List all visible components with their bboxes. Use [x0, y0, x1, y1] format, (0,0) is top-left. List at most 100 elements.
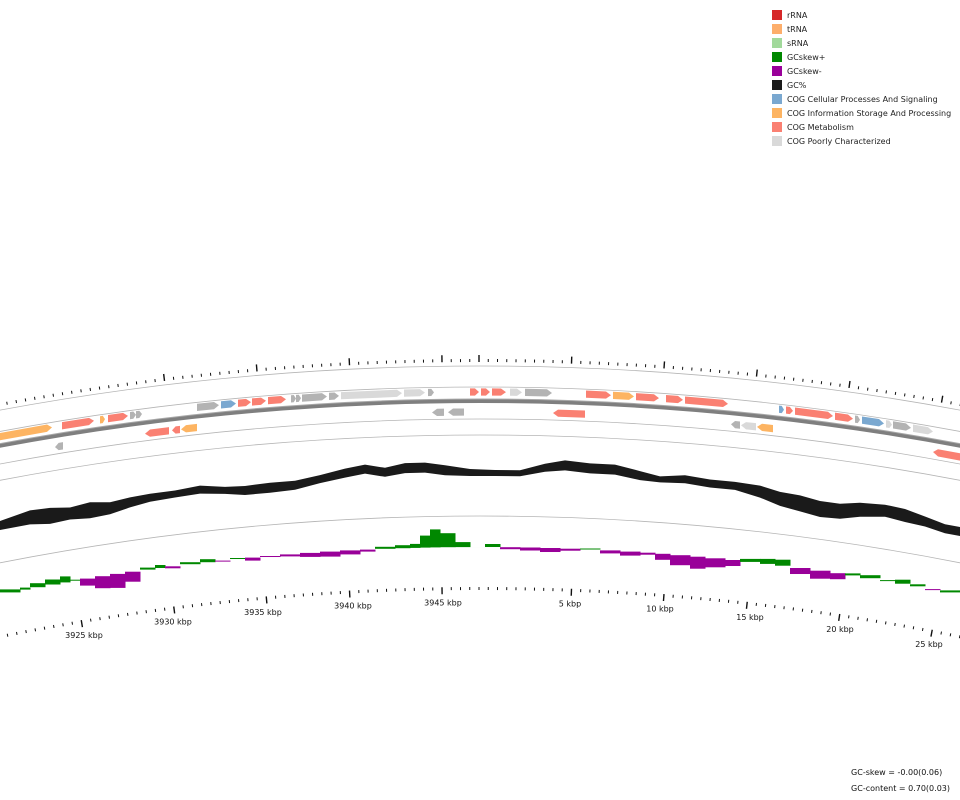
gc-skew-segment: [440, 533, 456, 548]
gc-skew-segment: [245, 557, 261, 561]
scale-label: 20 kbp: [826, 625, 854, 634]
gene-arrow: [586, 390, 611, 399]
minor-tick: [6, 401, 8, 405]
minor-tick: [950, 401, 952, 405]
legend-item-rrna: rRNA: [772, 8, 958, 22]
major-tick: [80, 620, 84, 628]
gene-arrow: [786, 406, 793, 415]
minor-tick: [949, 633, 952, 637]
legend-swatch: [772, 66, 782, 76]
legend-swatch: [772, 24, 782, 34]
minor-tick: [34, 628, 37, 632]
gene-arrow: [302, 393, 327, 402]
statistics: GC-skew = -0.00(0.06) GC-content = 0.70(…: [851, 765, 950, 797]
gc-skew-segment: [45, 579, 61, 585]
gene-arrow: [252, 397, 266, 406]
gc-skew-segment: [395, 545, 411, 549]
gene-arrow: [136, 410, 142, 419]
major-tick: [940, 395, 944, 403]
legend-item-srna: sRNA: [772, 36, 958, 50]
gene-arrow: [62, 417, 94, 430]
track-ring: [0, 515, 960, 564]
gc-skew-segment: [230, 558, 246, 560]
gc-skew-segment: [0, 589, 21, 593]
gc-skew-segment: [280, 554, 301, 557]
legend-swatch: [772, 52, 782, 62]
scale-label: 5 kbp: [559, 600, 581, 609]
gene-arrow: [221, 400, 236, 409]
legend-label: GC%: [787, 80, 807, 90]
major-tick: [745, 601, 748, 609]
gc-skew-segment: [580, 548, 601, 550]
legend-swatch: [772, 80, 782, 90]
gc-skew-segment: [455, 542, 471, 548]
legend-item-cog-cellular: COG Cellular Processes And Signaling: [772, 92, 958, 106]
legend-label: sRNA: [787, 38, 809, 48]
major-tick: [173, 606, 176, 614]
gene-arrow: [855, 415, 860, 424]
scale-label: 10 kbp: [646, 605, 674, 614]
gene-arrow: [779, 405, 784, 414]
gc-skew-segment: [375, 546, 396, 549]
gc-skew-segment: [70, 579, 81, 581]
major-tick: [930, 629, 933, 637]
gene-arrow: [731, 420, 740, 429]
gc-skew-segment: [895, 579, 911, 584]
gc-skew-segment: [360, 549, 376, 552]
gc-skew-segment: [860, 575, 881, 579]
track-ring: [0, 434, 960, 481]
gene-arrow: [404, 389, 425, 397]
gc-skew-segment: [260, 556, 281, 558]
gene-arrow: [741, 422, 756, 431]
gene-arrow: [913, 424, 933, 435]
gc-skew-segment: [845, 573, 861, 576]
legend: rRNA tRNA sRNA GCskew+ GCskew- GC% COG C…: [772, 8, 958, 148]
gc-content-stat: GC-content = 0.70(0.03): [851, 784, 950, 793]
legend-swatch: [772, 136, 782, 146]
gene-arrow: [492, 388, 506, 396]
legend-item-gc-percent: GC%: [772, 78, 958, 92]
gene-arrow: [329, 392, 339, 400]
gene-arrow: [172, 425, 180, 434]
legend-label: tRNA: [787, 24, 808, 34]
backbone-highlight: [0, 398, 960, 445]
legend-item-gcskew-minus: GCskew-: [772, 64, 958, 78]
genome-backbone: [0, 398, 960, 448]
gc-skew-segment: [925, 589, 941, 591]
gc-skew-segment: [30, 583, 46, 588]
minor-tick: [53, 624, 55, 629]
gene-arrow: [757, 423, 773, 433]
gene-arrow: [893, 421, 911, 431]
minor-tick: [43, 626, 46, 630]
gc-skew-segment: [320, 551, 341, 557]
minor-tick: [24, 398, 27, 402]
scale-label: 3935 kbp: [244, 608, 282, 617]
gc-skew-segment: [215, 560, 231, 562]
scale-labels: 3925 kbp 3930 kbp 3935 kbp 3940 kbp 3945 kbp…: [65, 598, 943, 649]
legend-item-cog-information: COG Information Storage And Processing: [772, 106, 958, 120]
gc-skew-segment: [485, 544, 501, 548]
gc-skew-segment: [430, 529, 441, 548]
track-ring: [0, 418, 960, 465]
gc-skew-segment: [60, 576, 71, 583]
gene-arrow: [341, 389, 402, 400]
legend-item-cog-metabolism: COG Metabolism: [772, 120, 958, 134]
legend-item-trna: tRNA: [772, 22, 958, 36]
gc-skew-segment: [725, 560, 741, 567]
minor-tick: [894, 622, 896, 627]
gc-skew-segment: [670, 555, 691, 566]
gene-arrow: [197, 401, 219, 412]
minor-tick: [15, 399, 17, 404]
gc-skew-segment: [540, 548, 561, 553]
minor-tick: [71, 621, 74, 625]
gc-skew-segment: [775, 559, 791, 566]
legend-swatch: [772, 38, 782, 48]
gc-content-track: [0, 460, 960, 537]
gc-skew-segment: [500, 547, 521, 550]
minor-tick: [34, 396, 36, 400]
gc-skew-segment: [600, 550, 621, 554]
gc-skew-segment: [340, 550, 361, 555]
minor-tick: [16, 631, 18, 635]
track-ring: [0, 365, 960, 411]
